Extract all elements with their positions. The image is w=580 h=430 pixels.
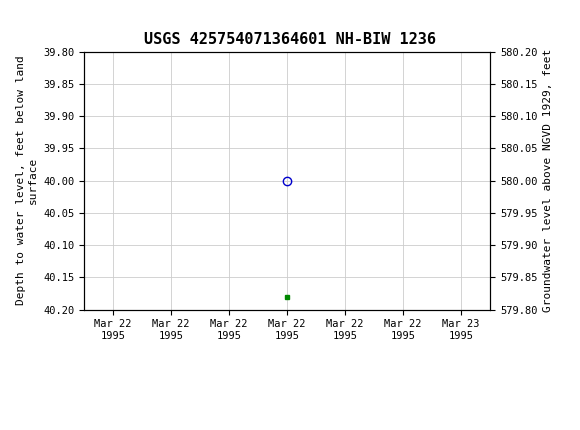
Legend: Period of approved data: Period of approved data [190,427,385,430]
Text: USGS 425754071364601 NH-BIW 1236: USGS 425754071364601 NH-BIW 1236 [144,32,436,47]
Y-axis label: Depth to water level, feet below land
surface: Depth to water level, feet below land su… [16,56,38,305]
Y-axis label: Groundwater level above NGVD 1929, feet: Groundwater level above NGVD 1929, feet [543,49,553,312]
Text: USGS: USGS [32,6,92,26]
Text: ≡: ≡ [9,4,30,28]
